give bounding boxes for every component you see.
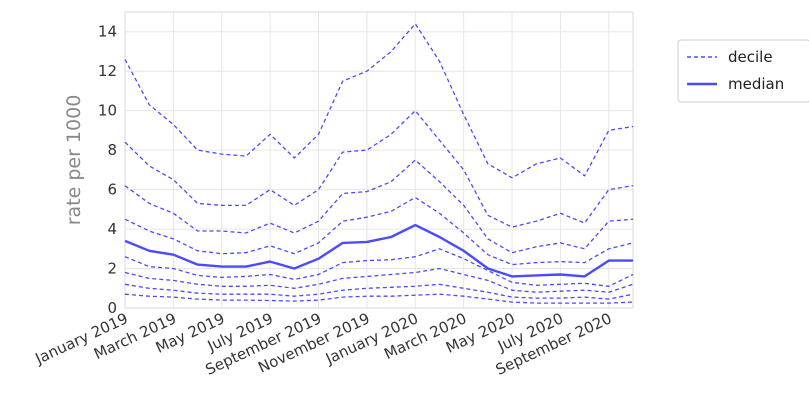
- decile-line-2: [124, 267, 634, 293]
- legend-decile-label: decile: [728, 48, 773, 66]
- y-tick-label: 0: [107, 299, 117, 317]
- legend-median-label: median: [728, 75, 784, 93]
- y-axis-label: rate per 1000: [63, 95, 85, 226]
- median-line: [124, 223, 633, 278]
- grid: [124, 12, 633, 309]
- y-tick-label: 14: [98, 23, 117, 41]
- legend-box: [677, 39, 809, 103]
- decile-line-7: [124, 110, 634, 228]
- series-lines: [124, 23, 634, 304]
- decile-line-0: [124, 293, 634, 304]
- decile-line-5: [124, 196, 634, 266]
- y-axis: 0 2 4 6 8 10 12 14: [98, 23, 117, 317]
- y-tick-label: 12: [98, 62, 117, 80]
- y-tick-label: 6: [107, 181, 117, 199]
- y-tick-label: 2: [107, 260, 117, 278]
- y-tick-label: 10: [98, 102, 117, 120]
- decile-line-8: [124, 23, 634, 179]
- decile-line-3: [124, 248, 634, 287]
- legend: decile median: [677, 39, 809, 103]
- plot-background: [125, 12, 633, 308]
- decile-line-6: [124, 159, 634, 254]
- decile-line-1: [124, 283, 634, 300]
- plot-frame: [124, 11, 634, 309]
- y-tick-label: 8: [107, 141, 117, 159]
- y-tick-label: 4: [107, 220, 117, 238]
